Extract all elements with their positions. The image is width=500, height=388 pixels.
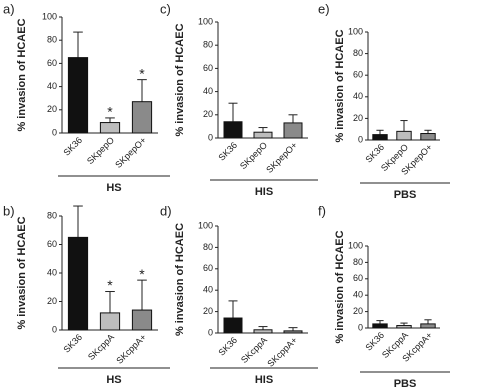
group-label: HIS xyxy=(255,374,273,386)
y-tick-label: 40 xyxy=(353,290,363,300)
bar xyxy=(420,133,436,141)
significance-star: * xyxy=(139,266,145,282)
y-tick-label: 100 xyxy=(348,240,363,250)
panel-label: c) xyxy=(160,1,171,16)
significance-star: * xyxy=(107,104,113,120)
y-tick-label: 100 xyxy=(348,26,363,36)
group-label: PBS xyxy=(394,378,417,388)
y-tick-label: 20 xyxy=(203,306,213,316)
x-tick-label: SKpepO+ xyxy=(264,140,299,175)
y-tick-label: 100 xyxy=(198,16,213,26)
y-tick-label: 0 xyxy=(208,327,213,337)
panel-label: a) xyxy=(3,1,15,16)
panel-label: b) xyxy=(3,203,15,218)
y-tick-label: 80 xyxy=(203,40,213,50)
bar xyxy=(372,134,388,141)
y-tick-label: 80 xyxy=(203,242,213,252)
x-tick-label: SKpepO xyxy=(85,135,116,166)
x-tick-label: SKcppA xyxy=(86,332,116,362)
y-tick-label: 0 xyxy=(208,132,213,142)
y-tick-label: 100 xyxy=(198,220,213,230)
y-tick-label: 0 xyxy=(358,134,363,144)
bar xyxy=(131,309,153,331)
y-tick-label: 20 xyxy=(353,306,363,316)
y-tick-label: 40 xyxy=(47,267,57,277)
group-label: HIS xyxy=(255,186,273,198)
y-tick-label: 60 xyxy=(353,273,363,283)
y-axis-label: % invasion of HCAEC xyxy=(174,23,186,136)
bar xyxy=(396,130,412,141)
group-label: PBS xyxy=(394,189,417,201)
bar xyxy=(420,323,436,329)
bar xyxy=(253,131,273,139)
significance-star: * xyxy=(107,277,113,293)
y-tick-label: 0 xyxy=(52,127,57,137)
y-axis-label: % invasion of HCAEC xyxy=(16,18,28,131)
x-tick-label: SK36 xyxy=(61,332,84,355)
x-tick-label: SKcppA+ xyxy=(114,332,148,366)
y-tick-label: 100 xyxy=(42,11,57,21)
bar xyxy=(131,101,153,134)
y-tick-label: 20 xyxy=(353,113,363,123)
bar xyxy=(67,57,89,134)
bar xyxy=(99,122,121,134)
panel-label: e) xyxy=(318,1,330,16)
bar xyxy=(396,325,412,329)
x-tick-label: SK36 xyxy=(61,135,84,158)
panel-label: d) xyxy=(160,203,172,218)
y-axis-label: % invasion of HCAEC xyxy=(174,223,186,336)
bar xyxy=(223,121,243,139)
x-tick-label: SKcppA+ xyxy=(265,335,299,369)
group-label: HS xyxy=(106,374,121,386)
bar xyxy=(283,122,303,139)
bar xyxy=(253,329,273,334)
group-label: HS xyxy=(106,182,121,194)
bar xyxy=(223,317,243,334)
x-tick-label: SKpepO+ xyxy=(113,135,148,170)
y-tick-label: 80 xyxy=(353,257,363,267)
y-tick-label: 20 xyxy=(47,104,57,114)
y-tick-label: 40 xyxy=(203,86,213,96)
significance-star: * xyxy=(139,65,145,81)
y-tick-label: 60 xyxy=(47,58,57,68)
y-tick-label: 20 xyxy=(203,109,213,119)
y-tick-label: 60 xyxy=(353,70,363,80)
panel-label: f) xyxy=(318,203,326,218)
y-axis-label: % invasion of HCAEC xyxy=(334,29,346,142)
y-tick-label: 0 xyxy=(52,324,57,334)
x-tick-label: SK36 xyxy=(216,335,239,358)
y-tick-label: 80 xyxy=(353,48,363,58)
y-tick-label: 40 xyxy=(203,285,213,295)
y-tick-label: 80 xyxy=(47,35,57,45)
y-tick-label: 20 xyxy=(47,296,57,306)
y-tick-label: 60 xyxy=(47,239,57,249)
bar xyxy=(99,312,121,331)
bar xyxy=(67,236,89,331)
y-axis-label: % invasion of HCAEC xyxy=(334,230,346,343)
y-tick-label: 40 xyxy=(353,91,363,101)
y-tick-label: 60 xyxy=(203,63,213,73)
y-axis-label: % invasion of HCAEC xyxy=(16,216,28,329)
y-tick-label: 60 xyxy=(203,263,213,273)
x-tick-label: SKcppA xyxy=(239,335,269,365)
bar xyxy=(283,330,303,334)
y-tick-label: 0 xyxy=(358,322,363,332)
y-tick-label: 40 xyxy=(47,81,57,91)
x-tick-label: SK36 xyxy=(216,140,239,163)
y-tick-label: 80 xyxy=(47,210,57,220)
bar xyxy=(372,323,388,329)
